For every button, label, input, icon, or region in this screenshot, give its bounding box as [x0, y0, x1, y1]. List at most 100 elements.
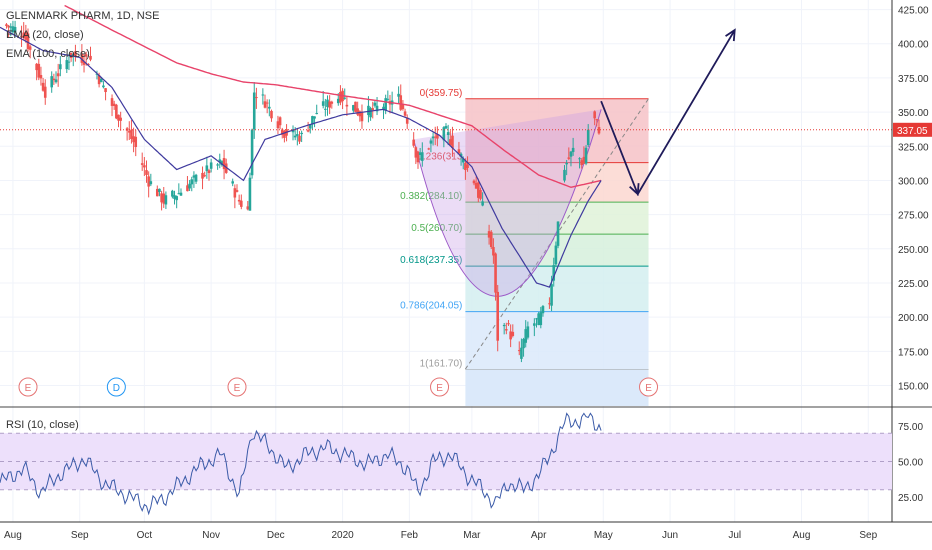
event-marker-label: E — [645, 383, 652, 394]
candle-body — [472, 180, 476, 184]
candle-body — [466, 164, 469, 168]
candle-body — [39, 75, 43, 79]
time-tick-label: Oct — [137, 530, 153, 541]
fib-level-label: 1(161.70) — [420, 359, 463, 370]
candle-body — [412, 139, 415, 146]
candle-body — [401, 104, 405, 110]
candle-body — [505, 329, 508, 331]
candle-body — [367, 105, 370, 116]
candle-body — [520, 347, 523, 359]
price-tick-label: 350.00 — [898, 108, 929, 119]
fib-level-label: 0.236(313 — [417, 152, 462, 163]
candle-body — [158, 188, 161, 193]
candle-body — [509, 331, 512, 340]
candle-body — [403, 111, 407, 116]
candle-body — [82, 61, 86, 65]
candle-body — [205, 165, 209, 172]
candle-body — [270, 110, 273, 119]
candle-body — [444, 126, 448, 129]
candle-body — [52, 78, 56, 81]
price-tick-label: 200.00 — [898, 313, 929, 324]
event-marker — [106, 377, 126, 397]
candle-body — [593, 111, 596, 119]
time-tick-label: Aug — [4, 530, 22, 541]
candle-body — [494, 253, 497, 293]
candle-body — [119, 117, 122, 121]
rsi-tick-label: 50.00 — [898, 457, 923, 468]
time-tick-label: Sep — [859, 530, 877, 541]
candle-body — [481, 201, 484, 206]
candle-body — [569, 151, 573, 157]
candle-body — [330, 101, 334, 104]
candle-body — [235, 190, 239, 192]
candle-body — [67, 61, 71, 63]
candle-body — [296, 134, 299, 136]
price-tick-label: 225.00 — [898, 279, 929, 290]
candle-body — [11, 26, 15, 33]
candle-body — [291, 129, 295, 133]
candle-body — [278, 117, 282, 126]
candle-body — [155, 188, 159, 197]
candle-body — [306, 130, 310, 132]
time-tick-label: May — [594, 530, 613, 541]
candle-body — [59, 64, 62, 70]
candle-body — [416, 151, 420, 163]
candle-body — [173, 195, 176, 199]
candle-body — [117, 114, 120, 121]
candle-body — [373, 102, 377, 106]
time-tick-label: Jun — [662, 530, 678, 541]
current-price-badge — [893, 122, 932, 137]
candle-body — [89, 55, 92, 60]
candle-body — [237, 199, 241, 202]
candle-body — [104, 88, 107, 93]
ema100-line — [64, 4, 602, 189]
candle-body — [84, 54, 88, 57]
candle-body — [240, 200, 243, 207]
event-marker — [639, 377, 659, 397]
candle-body — [97, 75, 101, 85]
candle-body — [449, 139, 452, 145]
candle-body — [345, 104, 349, 107]
candle-body — [65, 60, 69, 70]
candle-body — [571, 147, 575, 153]
current-price-label: 337.05 — [897, 126, 928, 137]
candle-body — [550, 284, 553, 306]
candle-body — [13, 26, 17, 33]
candle-body — [56, 73, 60, 77]
candle-body — [283, 130, 286, 138]
candle-body — [175, 196, 178, 201]
candle-body — [112, 103, 116, 106]
candle-body — [194, 174, 198, 182]
candle-body — [147, 176, 150, 187]
candle-body — [586, 129, 590, 146]
candle-body — [517, 350, 521, 352]
candle-body — [548, 303, 551, 305]
event-marker — [18, 377, 38, 397]
candle-body — [339, 91, 342, 103]
candle-body — [149, 181, 153, 185]
candle-body — [224, 163, 228, 173]
candle-body — [20, 35, 23, 37]
chart-title: GLENMARK PHARM, 1D, NSE — [6, 10, 160, 22]
arrow-head — [725, 28, 736, 42]
candle-body — [99, 78, 103, 83]
candle-body — [429, 140, 433, 144]
candle-body — [397, 93, 400, 97]
candle-body — [479, 190, 482, 199]
time-tick-label: Sep — [71, 530, 89, 541]
event-marker-label: E — [436, 383, 443, 394]
candle-body — [433, 136, 437, 138]
candle-body — [537, 313, 540, 326]
candle-body — [321, 101, 325, 106]
fib-level-label: 0.382(284.10) — [400, 191, 462, 202]
ema20-line — [0, 26, 602, 288]
candle-body — [41, 82, 45, 91]
candle-body — [567, 157, 571, 159]
candle-body — [511, 331, 515, 336]
candle-body — [231, 181, 234, 184]
candle-body — [384, 98, 387, 111]
arrow-head — [629, 183, 640, 197]
candle-body — [24, 32, 28, 40]
candle-body — [451, 135, 454, 149]
